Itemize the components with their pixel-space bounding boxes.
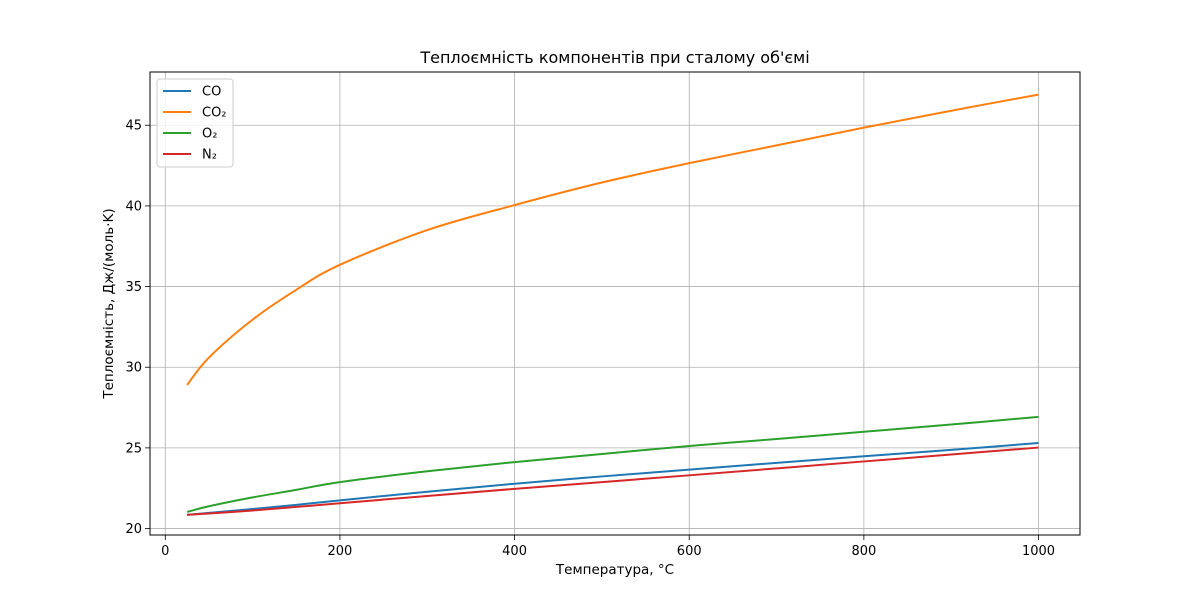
series-line-3: [187, 446, 1039, 516]
grid: [150, 72, 1080, 535]
y-tick-label: 30: [125, 361, 142, 376]
legend-label: N₂: [202, 148, 217, 163]
chart-title: Теплоємність компонентів при сталому об'…: [419, 48, 809, 67]
legend-label: O₂: [202, 127, 217, 142]
series-line-2: [186, 415, 1039, 513]
y-axis-title: Теплоємність, Дж/(моль·K): [101, 208, 117, 399]
y-tick-label: 20: [125, 522, 142, 537]
legend-label: CO: [202, 85, 221, 100]
legend: CO CO₂ O₂ N₂: [156, 78, 234, 168]
legend-label: CO₂: [202, 106, 227, 121]
x-tick-label: 600: [677, 544, 702, 559]
x-tick-label: 1000: [1022, 544, 1055, 559]
series-line-1: [186, 93, 1039, 386]
y-tick-label: 40: [125, 199, 142, 214]
x-axis-title: Температура, °C: [555, 562, 674, 578]
y-tick-label: 45: [125, 119, 142, 134]
x-tick-label: 400: [502, 544, 527, 559]
axis-ticks: 0 200 400 600 800 1000 20 25 30 35 40 45: [125, 119, 1055, 559]
y-tick-label: 25: [125, 441, 142, 456]
plot-frame: [149, 71, 1081, 536]
series-line-0: [187, 442, 1039, 516]
legend-box: [156, 78, 234, 168]
x-tick-label: 800: [851, 544, 876, 559]
x-tick-label: 200: [328, 544, 353, 559]
series-lines: [186, 93, 1039, 516]
x-tick-label: 0: [161, 544, 169, 559]
y-tick-label: 35: [125, 280, 142, 295]
